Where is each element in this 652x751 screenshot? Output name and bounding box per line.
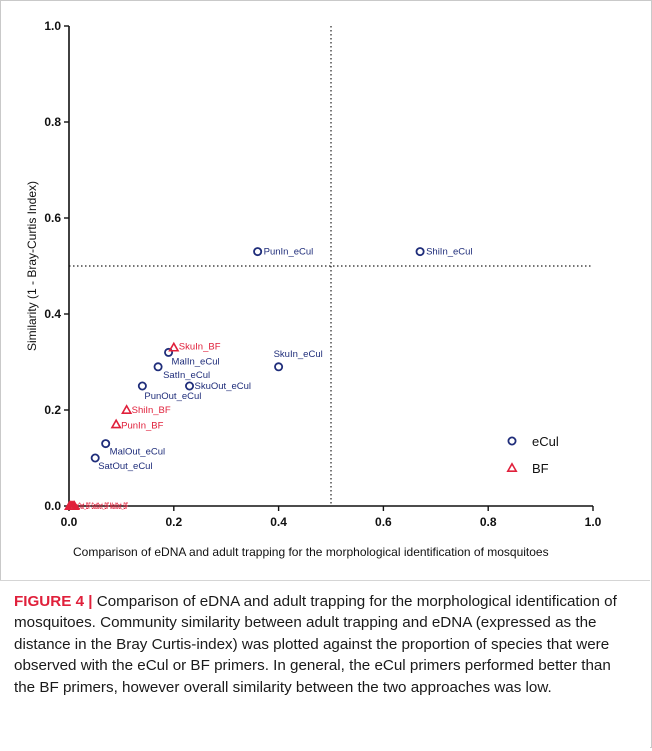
ecul-point (137, 381, 147, 391)
point-label: PunIn_eCul (264, 247, 314, 258)
x-tick-label: 0.0 (61, 515, 78, 529)
x-tick-label: 1.0 (585, 515, 602, 529)
axes (68, 26, 593, 507)
legend: eCul BF (506, 434, 559, 476)
point-label: SkuIn_BF (179, 342, 221, 353)
y-tick-label: 0.2 (44, 403, 61, 417)
bf-point (168, 341, 180, 352)
ticks: 0.0 0.2 0.4 0.6 0.8 1.0 0.0 0.2 0.4 0.6 0.8 1.0 (44, 19, 601, 529)
point-label: MalIn_eCul (172, 356, 220, 367)
figure-caption: FIGURE 4 | Comparison of eDNA and adult … (0, 580, 650, 751)
ecul-point (274, 362, 284, 372)
reference-lines (69, 26, 593, 506)
y-tick-label: 0.8 (44, 115, 61, 129)
point-label: SatOut_eCul (98, 461, 152, 472)
figure-number: FIGURE 4 | (14, 593, 93, 610)
data-points: PunIn_eCul ShiIn_eCul SkuIn_eCul MalIn_eCul… (64, 247, 473, 510)
y-tick-label: 0.4 (44, 307, 61, 321)
legend-bf-label: BF (532, 461, 549, 476)
ecul-point (101, 439, 111, 449)
ecul-point (90, 453, 100, 463)
y-tick-label: 1.0 (44, 19, 61, 33)
legend-bf-marker (506, 462, 518, 472)
x-tick-label: 0.6 (375, 515, 392, 529)
point-label: ShiIn_BF (132, 405, 171, 416)
y-tick-label: 0.0 (44, 499, 61, 513)
ecul-point (415, 247, 425, 257)
point-label: MalOut_eCul (110, 447, 165, 458)
x-tick-label: 0.8 (480, 515, 497, 529)
y-tick-label: 0.6 (44, 211, 61, 225)
bf-point (68, 500, 80, 510)
point-label: SkuIn_eCul (274, 349, 323, 360)
ecul-point (164, 347, 174, 357)
x-axis-title: Comparison of eDNA and adult trapping fo… (73, 545, 549, 559)
y-axis-title: Similarity (1 - Bray-Curtis Index) (25, 181, 39, 351)
x-tick-label: 0.2 (165, 515, 182, 529)
bf-point (121, 404, 133, 414)
ecul-point (185, 381, 195, 391)
ecul-point (153, 362, 163, 372)
point-label: ShiIn_eCul (426, 247, 472, 258)
point-label: PunIn_BF (121, 420, 163, 431)
ecul-point (253, 247, 263, 257)
point-label: PunOut_eCul (144, 391, 201, 402)
scatter-chart: 0.0 0.2 0.4 0.6 0.8 1.0 0.0 0.2 0.4 0.6 0.8 1.0 Pun… (25, 19, 602, 559)
legend-ecul-marker (507, 436, 517, 446)
point-label: SatIn_eCul (163, 370, 210, 381)
legend-ecul-label: eCul (532, 434, 559, 449)
overlap-point-labels: SkuOut_BF SatOut_BF MalOut_BF (72, 501, 128, 512)
x-tick-label: 0.4 (270, 515, 287, 529)
bf-point (110, 418, 122, 429)
point-label: SkuOut_eCul (195, 381, 252, 392)
caption-text: Comparison of eDNA and adult trapping fo… (14, 593, 617, 696)
